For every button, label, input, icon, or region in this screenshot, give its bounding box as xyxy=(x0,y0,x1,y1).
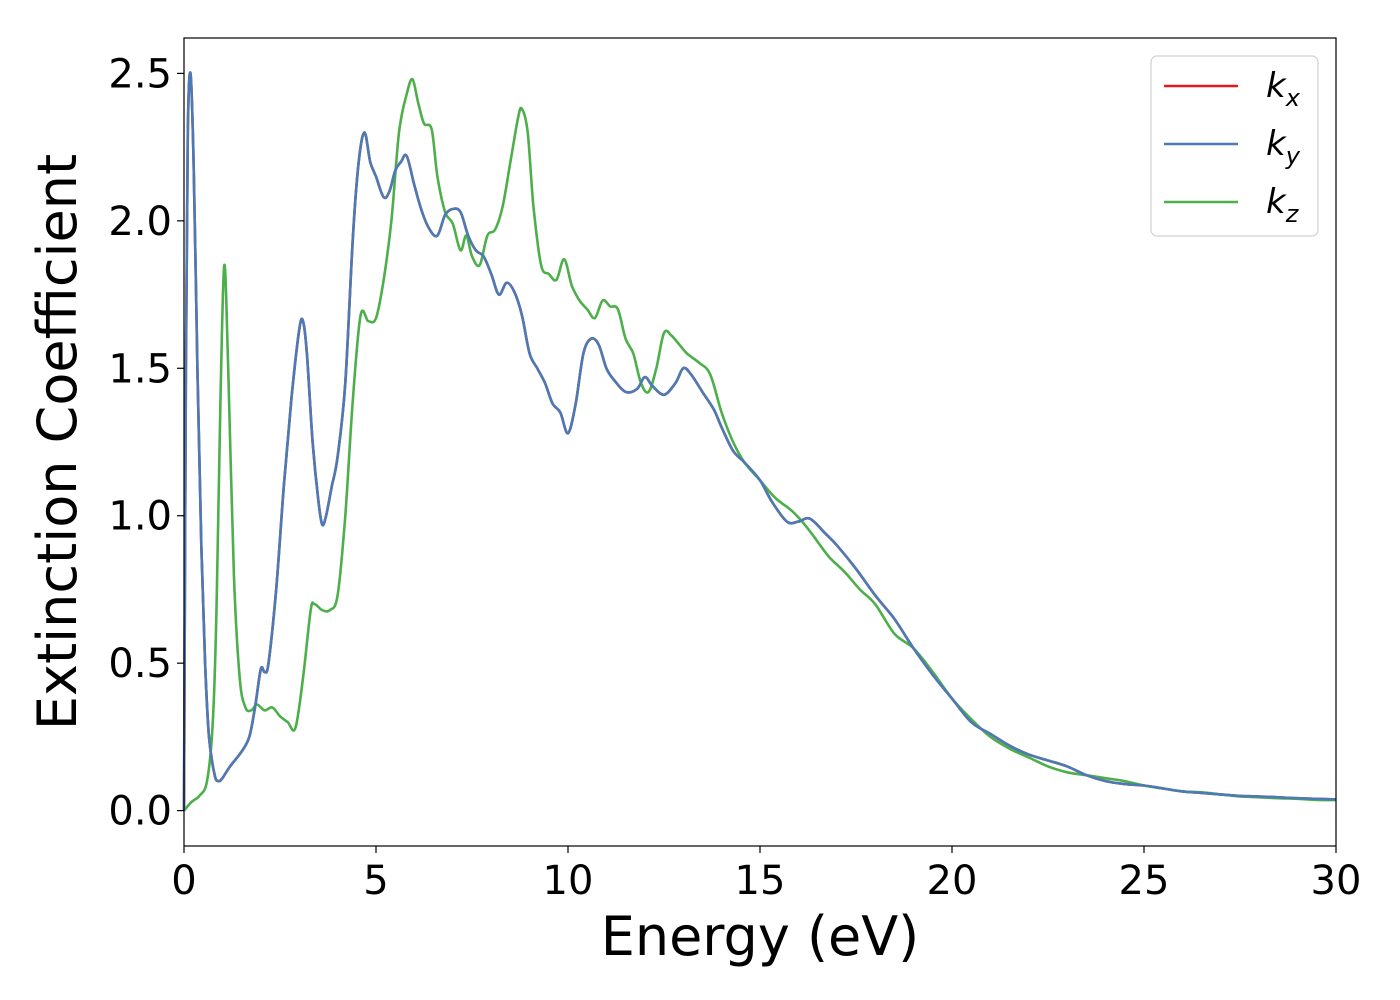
x-tick-label: 0 xyxy=(171,858,196,904)
y-tick-label: 0.0 xyxy=(108,789,172,835)
x-tick-label: 30 xyxy=(1311,858,1362,904)
x-tick-label: 20 xyxy=(927,858,978,904)
x-axis-title: Energy (eV) xyxy=(601,905,920,968)
y-tick-label: 1.0 xyxy=(108,494,172,540)
y-axis-title: Extinction Coefficient xyxy=(26,154,89,730)
y-tick-label: 0.5 xyxy=(108,641,172,687)
x-tick-label: 15 xyxy=(735,858,786,904)
x-axis-ticks: 0 5 10 15 20 25 30 xyxy=(171,846,1361,904)
y-tick-label: 2.0 xyxy=(108,199,172,245)
series-line-y xyxy=(182,71,1337,811)
x-tick-label: 25 xyxy=(1119,858,1170,904)
x-tick-label: 10 xyxy=(543,858,594,904)
y-tick-label: 1.5 xyxy=(108,346,172,392)
y-axis-ticks: 0.0 0.5 1.0 1.5 2.0 2.5 xyxy=(108,51,184,835)
series-line-z xyxy=(183,77,1337,812)
series-layer xyxy=(182,71,1337,812)
legend-frame xyxy=(1150,55,1319,237)
y-tick-label: 2.5 xyxy=(108,51,172,97)
x-tick-label: 5 xyxy=(363,858,388,904)
